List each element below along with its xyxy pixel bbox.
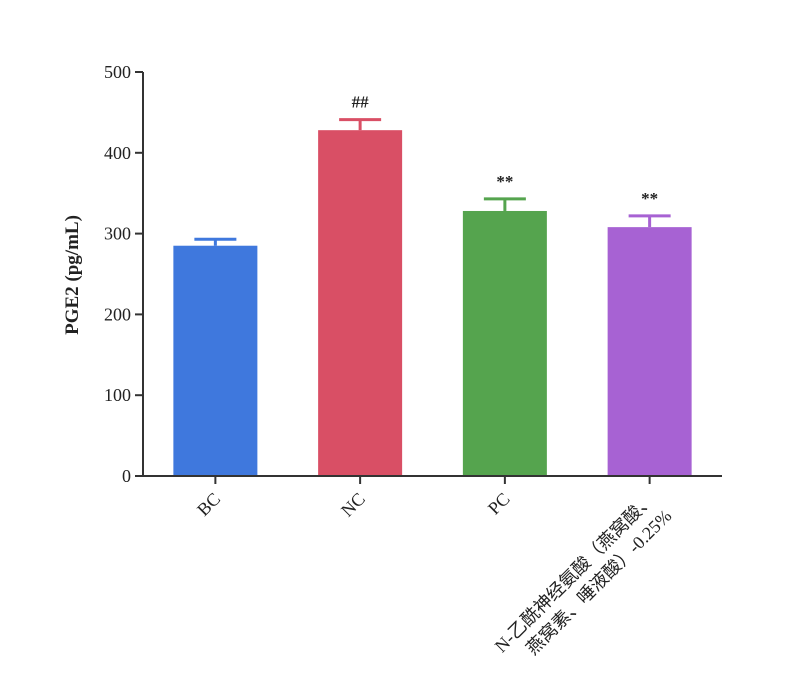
x-category-label-line: 燕窝素、唾液酸）-0.25% <box>522 506 675 659</box>
x-category-label-line: PC <box>484 489 514 519</box>
x-category-label: NC <box>337 489 369 521</box>
y-tick-label: 500 <box>104 62 131 82</box>
y-tick-label: 300 <box>104 224 131 244</box>
y-axis-title: PGE2 (pg/mL) <box>62 215 83 335</box>
x-category-label-line: N-乙酰神经氨酸（燕窝酸、 <box>491 489 659 657</box>
x-category-label: BC <box>193 489 224 520</box>
x-category-label-line: BC <box>193 489 224 520</box>
x-category-label: N-乙酰神经氨酸（燕窝酸、燕窝素、唾液酸）-0.25% <box>491 489 676 674</box>
x-category-label-line: NC <box>337 489 369 521</box>
y-tick-label: 200 <box>104 304 131 324</box>
significance-label: ** <box>496 172 513 191</box>
bar <box>318 130 403 476</box>
significance-label: ** <box>641 189 658 208</box>
bar <box>462 210 547 476</box>
bar <box>173 245 258 476</box>
y-tick-label: 100 <box>104 385 131 405</box>
significance-label: ## <box>352 93 370 112</box>
y-tick-label: 0 <box>122 466 131 486</box>
x-category-label: PC <box>484 489 514 519</box>
bar <box>607 227 692 476</box>
y-tick-label: 400 <box>104 143 131 163</box>
